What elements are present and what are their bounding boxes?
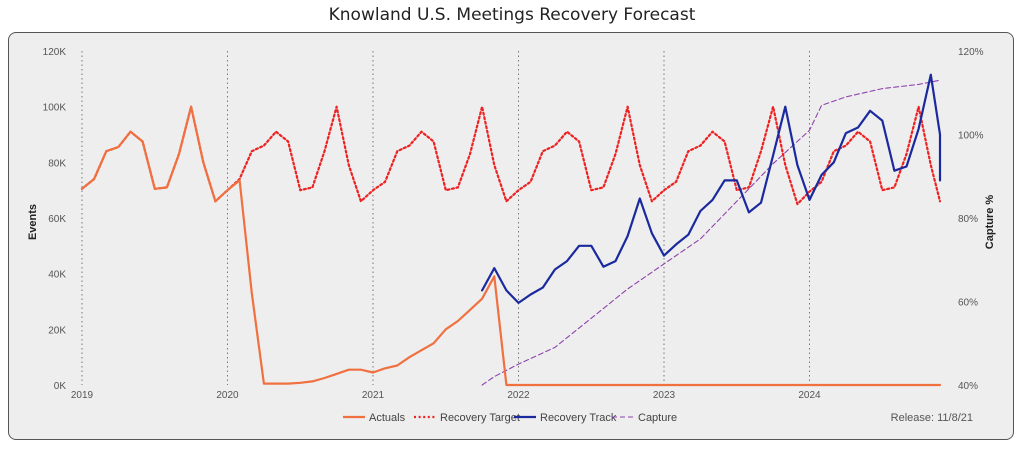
legend-label-capture: Capture bbox=[638, 412, 677, 424]
x-axis-ticks: 2019 2020 2021 2022 2023 2024 bbox=[71, 390, 821, 401]
legend-label-recovery-track: Recovery Track bbox=[540, 412, 617, 424]
y2-tick-120%: 120% bbox=[958, 47, 984, 58]
y2-tick-80%: 80% bbox=[958, 214, 978, 225]
chart-title: Knowland U.S. Meetings Recovery Forecast bbox=[328, 5, 696, 25]
y2-tick-100%: 100% bbox=[958, 131, 984, 142]
y-tick-100K: 100K bbox=[43, 103, 67, 114]
y-axis-title: Events bbox=[27, 204, 39, 240]
right-axis-ticks: 40% 60% 80% 100% 120% bbox=[958, 47, 984, 392]
y-tick-120K: 120K bbox=[43, 47, 67, 58]
x-tick-2022: 2022 bbox=[507, 390, 530, 401]
x-tick-2019: 2019 bbox=[71, 390, 94, 401]
x-tick-2023: 2023 bbox=[653, 390, 676, 401]
series-capture bbox=[481, 79, 941, 386]
y-tick-0K: 0K bbox=[54, 381, 67, 392]
x-tick-2024: 2024 bbox=[798, 390, 821, 401]
y-tick-20K: 20K bbox=[48, 325, 66, 336]
y2-tick-40%: 40% bbox=[958, 381, 978, 392]
left-axis-ticks: 0K 20K 40K 60K 80K 100K 120K bbox=[43, 47, 67, 392]
y2-tick-60%: 60% bbox=[958, 298, 978, 309]
series-lines bbox=[80, 73, 942, 387]
chart-panel bbox=[8, 32, 1014, 440]
legend-label-recovery-target: Recovery Target bbox=[440, 412, 520, 424]
series-actuals bbox=[80, 105, 942, 387]
x-tick-2020: 2020 bbox=[216, 390, 239, 401]
x-tick-2021: 2021 bbox=[362, 390, 385, 401]
y-tick-80K: 80K bbox=[48, 158, 66, 169]
legend-label-actuals: Actuals bbox=[369, 412, 406, 424]
year-gridlines bbox=[81, 51, 810, 385]
y2-axis-title: Capture % bbox=[984, 195, 996, 250]
legend: Actuals Recovery Target Recovery Track Capt… bbox=[343, 412, 677, 424]
y-tick-40K: 40K bbox=[48, 270, 66, 281]
y-tick-60K: 60K bbox=[48, 214, 66, 225]
series-recovery-track bbox=[481, 73, 942, 304]
release-note: Release: 11/8/21 bbox=[891, 412, 973, 424]
